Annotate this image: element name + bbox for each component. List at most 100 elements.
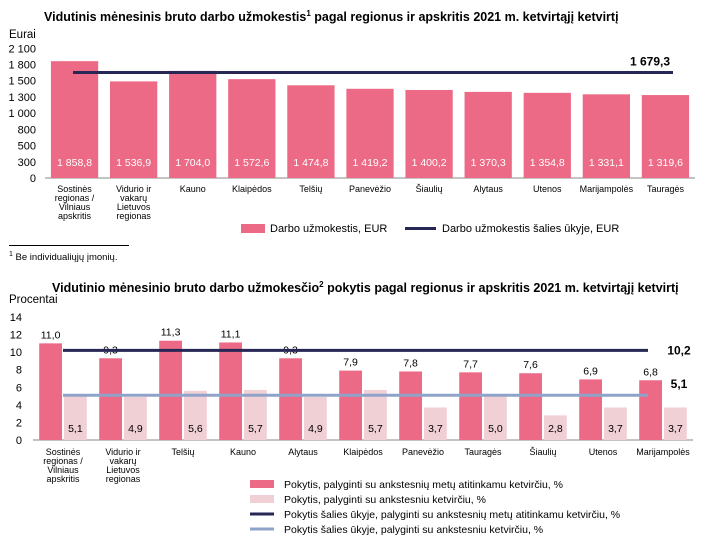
y-tick-label: 4 <box>16 400 22 412</box>
bar-qoq-label: 3,7 <box>428 423 443 435</box>
y-tick-label: 1 800 <box>8 59 36 71</box>
legend-label: Darbo užmokestis šalies ūkyje, EUR <box>442 223 619 235</box>
y-tick-label: 1 300 <box>8 92 36 104</box>
bar-value-label: 1 331,1 <box>589 157 624 169</box>
bar-qoq-label: 5,7 <box>368 423 383 435</box>
category-label: Lietuvos <box>117 202 151 212</box>
category-label: apskritis <box>58 211 92 221</box>
category-label: Vilniaus <box>59 202 91 212</box>
y-tick-label: 12 <box>10 330 22 342</box>
chart2-title: Vidutinio mėnesinio bruto darbo užmokesč… <box>52 280 679 296</box>
legend-swatch <box>250 480 274 488</box>
bar-value-label: 1 536,9 <box>116 157 151 169</box>
bar-yoy <box>219 342 242 440</box>
bar-yoy <box>519 373 542 440</box>
category-label: regionas / <box>43 456 83 466</box>
national-average-label: 1 679,3 <box>630 54 670 68</box>
bar <box>169 70 217 178</box>
category-label: Šiaulių <box>416 184 443 194</box>
bar <box>405 89 453 178</box>
bar-qoq <box>424 407 447 440</box>
category-label: Utenos <box>533 184 562 194</box>
bar <box>346 88 394 178</box>
bar-value-label: 1 370,3 <box>471 157 506 169</box>
bar-value-label: 1 704,0 <box>175 157 210 169</box>
bar-yoy <box>639 380 662 440</box>
category-label: Kauno <box>230 447 256 457</box>
legend-swatch <box>250 495 274 503</box>
bar <box>50 61 99 178</box>
bar-value-label: 1 354,8 <box>530 157 565 169</box>
bar <box>464 91 512 178</box>
bar-qoq-label: 4,9 <box>308 423 323 435</box>
legend-swatch <box>241 224 265 233</box>
category-label: vakarų <box>109 456 136 466</box>
bar-qoq <box>664 407 687 440</box>
bar-yoy <box>459 372 482 440</box>
category-label: Marijampolės <box>580 184 634 194</box>
category-label: Kauno <box>180 184 206 194</box>
bar-qoq <box>244 389 267 440</box>
category-label: Tauragės <box>647 184 685 194</box>
y-tick-label: 6 <box>16 382 22 394</box>
bar-yoy-label: 7,6 <box>523 359 538 371</box>
bar-qoq <box>124 396 147 440</box>
category-label: Alytaus <box>288 447 318 457</box>
bar-yoy-label: 11,3 <box>161 327 181 339</box>
bar-qoq-label: 4,9 <box>128 423 143 435</box>
category-label: Klaipėdos <box>232 184 272 194</box>
category-label: regionas <box>116 211 151 221</box>
bar-qoq <box>184 390 207 440</box>
bar-yoy <box>399 371 422 440</box>
category-label: Alytaus <box>473 184 503 194</box>
bar-yoy <box>99 358 122 440</box>
bar-yoy-label: 7,8 <box>403 357 418 369</box>
footnote: 1 Be individualiųjų įmonių. <box>9 251 118 264</box>
category-label: regionas <box>106 474 141 484</box>
y-tick-label: 1 000 <box>8 108 36 120</box>
y-tick-label: 10 <box>10 347 22 359</box>
legend-label: Pokytis, palyginti su ankstesnių metų at… <box>284 479 563 491</box>
bar <box>228 79 276 178</box>
national-yoy-label: 10,2 <box>667 343 691 357</box>
category-label: Telšių <box>171 447 194 457</box>
category-label: regionas / <box>55 193 95 203</box>
bar-yoy-label: 11,0 <box>41 329 61 341</box>
category-label: vakarų <box>120 193 147 203</box>
category-label: Klaipėdos <box>343 447 383 457</box>
bar-qoq-label: 5,6 <box>188 423 203 435</box>
bar-qoq <box>304 396 327 440</box>
category-label: Vidurio ir <box>105 447 140 457</box>
bar-qoq-label: 5,7 <box>248 423 263 435</box>
bar-yoy-label: 7,7 <box>463 358 478 370</box>
y-tick-label: 800 <box>18 124 36 136</box>
bar-qoq <box>64 395 87 440</box>
footnote-divider <box>9 245 129 246</box>
bar-yoy <box>39 343 62 440</box>
bar-yoy-label: 7,9 <box>343 357 358 369</box>
legend-label: Pokytis šalies ūkyje, palyginti su ankst… <box>284 524 543 536</box>
category-label: Šiaulių <box>529 447 556 457</box>
category-label: Sostinės <box>46 447 81 457</box>
category-label: Tauragės <box>464 447 502 457</box>
y-tick-label: 1 500 <box>8 76 36 88</box>
bar-value-label: 1 858,8 <box>57 157 92 169</box>
bar-qoq <box>484 396 507 440</box>
chart1-y-unit: Eurai <box>9 29 36 41</box>
bar-qoq-label: 2,8 <box>548 423 563 435</box>
category-label: Panevėžio <box>402 447 444 457</box>
bar-yoy <box>159 340 182 440</box>
bar-value-label: 1 319,6 <box>648 157 683 169</box>
bar-qoq <box>364 389 387 440</box>
category-label: Vilniaus <box>47 465 79 475</box>
bar <box>582 94 630 178</box>
category-label: Utenos <box>589 447 618 457</box>
bar-yoy-label: 6,8 <box>643 366 658 378</box>
y-tick-label: 0 <box>30 173 36 185</box>
legend-label: Darbo užmokestis, EUR <box>270 223 387 235</box>
y-tick-label: 2 100 <box>8 43 36 55</box>
bar-qoq-label: 5,0 <box>488 423 503 435</box>
bar-qoq <box>544 415 567 440</box>
bar-qoq-label: 3,7 <box>668 423 683 435</box>
